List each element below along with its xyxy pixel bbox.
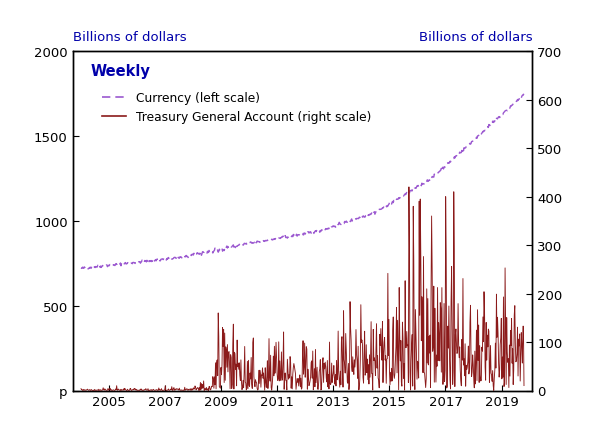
Text: Billions of dollars: Billions of dollars (419, 31, 532, 44)
Text: Weekly: Weekly (91, 64, 151, 79)
Legend: Currency (left scale), Treasury General Account (right scale): Currency (left scale), Treasury General … (97, 87, 376, 129)
Text: Billions of dollars: Billions of dollars (73, 31, 186, 44)
